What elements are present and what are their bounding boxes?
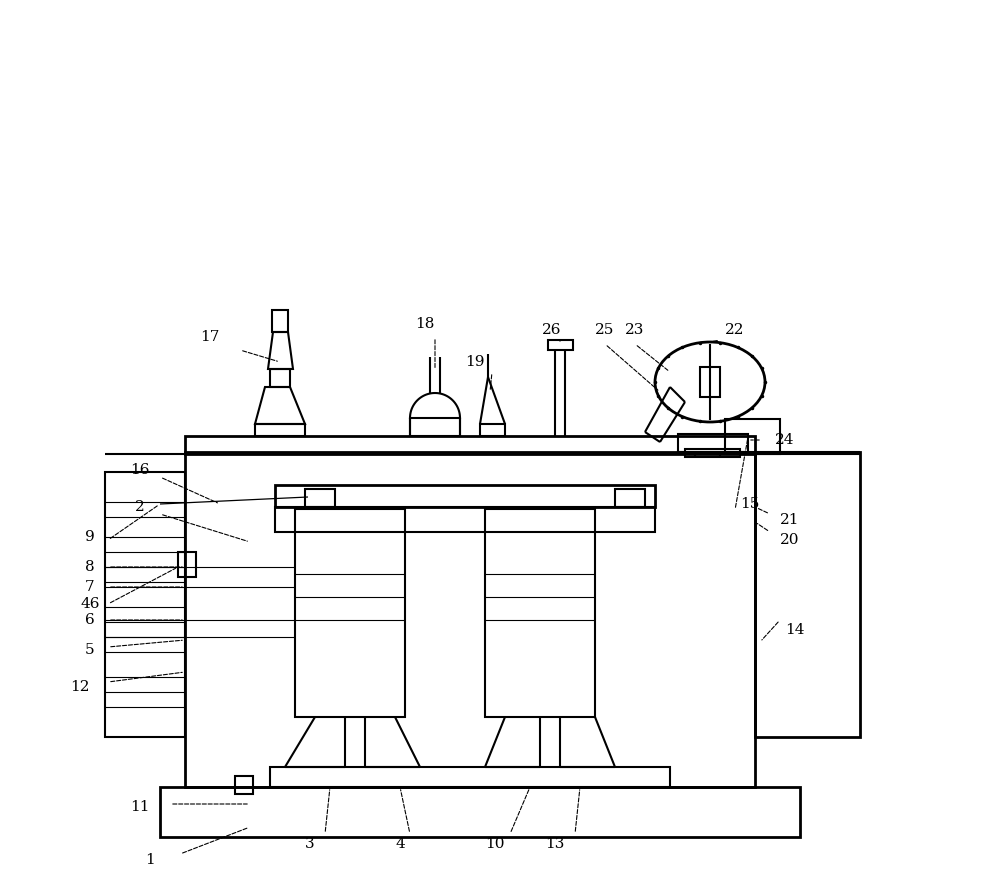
Text: 16: 16 bbox=[131, 463, 149, 477]
Bar bbox=[235, 776, 253, 794]
Text: 19: 19 bbox=[465, 355, 485, 369]
Bar bbox=[295, 509, 405, 717]
Bar bbox=[755, 452, 860, 737]
Bar bbox=[160, 787, 800, 837]
Bar bbox=[275, 507, 655, 532]
Text: 17: 17 bbox=[200, 330, 220, 344]
Text: 14: 14 bbox=[786, 623, 805, 637]
Text: 22: 22 bbox=[726, 323, 744, 337]
Bar bbox=[678, 434, 748, 452]
Text: 7: 7 bbox=[85, 580, 95, 594]
Text: 11: 11 bbox=[131, 800, 149, 814]
Text: 15: 15 bbox=[740, 497, 760, 511]
Text: 9: 9 bbox=[85, 530, 95, 544]
Bar bbox=[255, 424, 305, 436]
Text: 13: 13 bbox=[545, 837, 565, 851]
Text: 5: 5 bbox=[85, 643, 95, 657]
Bar bbox=[270, 767, 670, 787]
Text: 4: 4 bbox=[395, 837, 405, 851]
Bar bbox=[725, 419, 780, 454]
Text: 23: 23 bbox=[626, 323, 645, 337]
Text: 46: 46 bbox=[81, 597, 100, 611]
Text: 12: 12 bbox=[71, 680, 89, 694]
Text: 3: 3 bbox=[305, 837, 315, 851]
Text: 1: 1 bbox=[145, 853, 155, 867]
Bar bbox=[480, 424, 505, 436]
Bar bbox=[275, 485, 655, 507]
Bar bbox=[272, 310, 288, 332]
Bar bbox=[178, 552, 196, 577]
Text: 8: 8 bbox=[85, 560, 95, 574]
Text: 20: 20 bbox=[781, 533, 799, 547]
Bar bbox=[270, 369, 290, 387]
Bar bbox=[105, 472, 185, 737]
Bar bbox=[548, 340, 573, 350]
Text: 10: 10 bbox=[485, 837, 505, 851]
Bar bbox=[305, 489, 335, 507]
Text: 2: 2 bbox=[136, 500, 145, 514]
Bar bbox=[700, 367, 720, 397]
Text: 26: 26 bbox=[542, 323, 562, 337]
Bar bbox=[685, 449, 740, 457]
Bar bbox=[185, 436, 755, 454]
Bar bbox=[615, 489, 645, 507]
Text: 18: 18 bbox=[415, 317, 435, 331]
Text: 21: 21 bbox=[781, 513, 799, 527]
Bar bbox=[485, 509, 595, 717]
Text: 6: 6 bbox=[85, 613, 95, 627]
Bar bbox=[410, 418, 460, 436]
Bar bbox=[185, 452, 755, 787]
Text: 24: 24 bbox=[775, 433, 794, 447]
Text: 25: 25 bbox=[595, 323, 615, 337]
